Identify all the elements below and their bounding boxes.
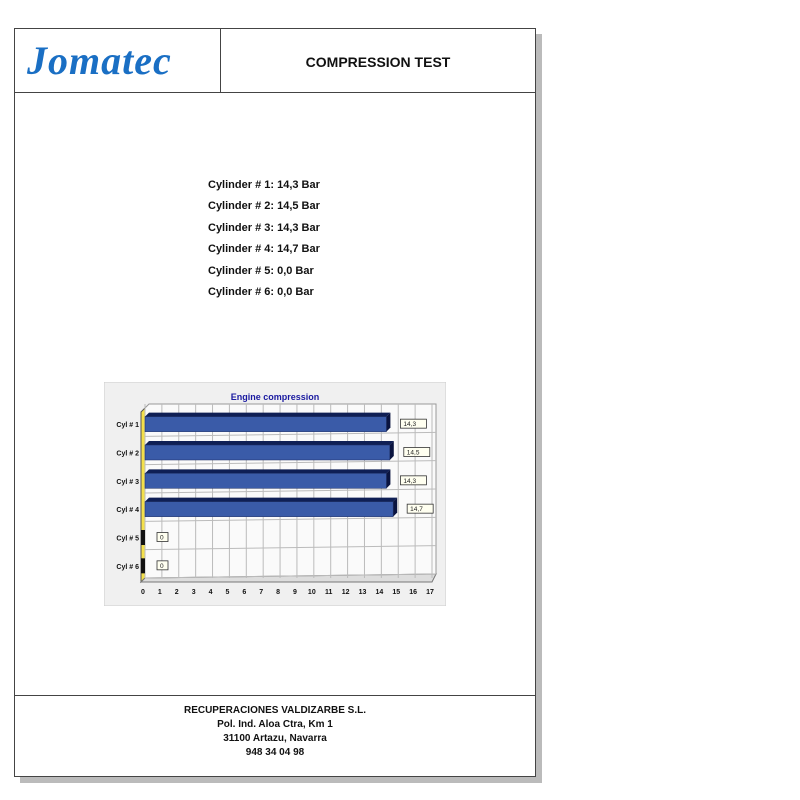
data-label-box <box>400 475 427 486</box>
bar <box>141 558 145 574</box>
grid-line <box>144 545 437 551</box>
y-tick-label: Cyl # 3 <box>116 479 139 486</box>
y-axis-wall <box>140 406 146 584</box>
footer-address-2: 31100 Artazu, Navarra <box>223 733 327 744</box>
x-tick-label: 7 <box>259 589 263 596</box>
grid-line <box>144 460 437 466</box>
x-tick-label: 6 <box>242 589 246 596</box>
y-tick-label: Cyl # 2 <box>116 451 139 458</box>
result-line: Cylinder # 4: 14,7 Bar <box>208 243 320 256</box>
data-label: 14,3 <box>403 421 416 428</box>
data-label-box <box>406 503 434 514</box>
y-tick-label: Cyl # 5 <box>116 536 139 543</box>
bar-side <box>393 497 398 517</box>
x-tick-label: 1 <box>158 589 162 596</box>
data-label-box <box>156 560 169 571</box>
data-label: 0 <box>160 563 164 570</box>
data-label: 0 <box>160 535 164 542</box>
bar-top <box>145 497 398 502</box>
bar-top <box>145 469 391 474</box>
result-line: Cylinder # 2: 14,5 Bar <box>208 200 320 213</box>
x-tick-label: 9 <box>293 589 297 596</box>
y-tick-label: Cyl # 1 <box>116 422 139 429</box>
bar-side <box>389 441 394 460</box>
x-tick-label: 13 <box>359 589 367 596</box>
footer-phone: 948 34 04 98 <box>245 747 305 758</box>
x-tick-label: 2 <box>175 589 179 596</box>
bar <box>144 473 387 489</box>
x-tick-label: 4 <box>209 589 213 596</box>
result-line: Cylinder # 1: 14,3 Bar <box>208 179 320 191</box>
data-label: 14,3 <box>403 478 416 485</box>
footer-company: RECUPERACIONES VALDIZARBE S.L. <box>183 705 367 716</box>
result-line: Cylinder # 6: 0,0 Bar <box>208 285 314 298</box>
grid-line <box>144 431 437 437</box>
data-label: 14,5 <box>407 450 420 457</box>
data-label: 14,7 <box>410 506 423 513</box>
bar <box>141 530 145 545</box>
x-tick-label: 14 <box>375 589 383 596</box>
bar-top <box>145 412 391 417</box>
x-tick-label: 11 <box>325 589 333 596</box>
x-tick-label: 3 <box>192 589 196 596</box>
report-header: Jomatec COMPRESSION TEST <box>15 29 535 93</box>
bar-side <box>386 469 391 489</box>
result-line: Cylinder # 3: 14,3 Bar <box>208 221 320 234</box>
report-page: Jomatec COMPRESSION TEST Cylinder # 1: 1… <box>14 28 536 777</box>
grid-line <box>144 573 437 579</box>
x-tick-label: 12 <box>342 589 350 596</box>
footer-address-1: Pol. Ind. Aloa Ctra, Km 1 <box>217 719 333 730</box>
divider <box>220 29 221 92</box>
x-tick-label: 10 <box>308 589 316 596</box>
result-line: Cylinder # 5: 0,0 Bar <box>208 264 314 277</box>
data-label-box <box>403 447 431 457</box>
x-tick-label: 16 <box>409 589 417 596</box>
report-title: COMPRESSION TEST <box>305 54 451 70</box>
bar <box>144 416 387 432</box>
report-footer: RECUPERACIONES VALDIZARBE S.L. Pol. Ind.… <box>15 695 535 760</box>
data-label-box <box>156 532 169 542</box>
results-list: Cylinder # 1: 14,3 Bar Cylinder # 2: 14,… <box>208 179 320 307</box>
bar <box>144 501 394 517</box>
data-label-box <box>400 418 427 429</box>
x-tick-label: 17 <box>426 589 434 596</box>
x-tick-label: 8 <box>276 589 280 596</box>
bar <box>144 444 391 461</box>
chart-title: Engine compression <box>231 392 320 402</box>
bar-side <box>386 412 391 432</box>
grid-line <box>144 488 437 494</box>
x-tick-label: 15 <box>392 589 400 596</box>
y-tick-label: Cyl # 6 <box>116 564 139 571</box>
grid-line <box>144 516 437 522</box>
bar-top <box>145 441 394 445</box>
y-tick-label: Cyl # 4 <box>116 507 139 514</box>
company-logo: Jomatec <box>27 38 172 83</box>
x-tick-label: 0 <box>141 589 145 596</box>
x-tick-label: 5 <box>225 589 229 596</box>
